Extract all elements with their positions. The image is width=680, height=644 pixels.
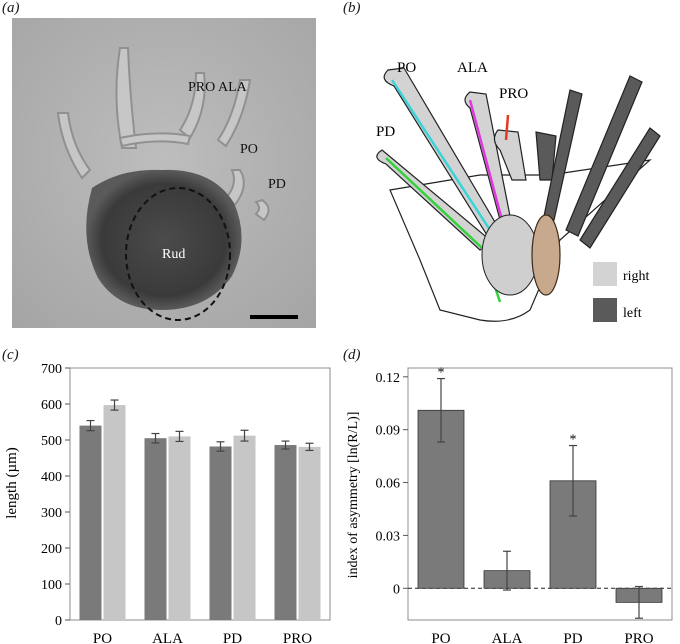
schematic-label-ala: ALA [457, 60, 488, 76]
chart-c-bar [209, 446, 232, 620]
chart-c-bar [298, 446, 321, 620]
rudiment-outline [125, 187, 231, 321]
chart-d-category-label: PD [563, 631, 582, 644]
chart-d-ytick-label: 0.12 [376, 371, 401, 386]
chart-c-bar [144, 438, 167, 620]
schematic-gut [481, 214, 539, 296]
chart-c-category-label: PD [223, 631, 242, 644]
panel-label-d: (d) [343, 347, 361, 363]
chart-d-ytick-label: 0.03 [376, 529, 401, 544]
panel-label-a: (a) [2, 0, 20, 16]
chart-c-ytick-label: 300 [41, 506, 62, 521]
rod-pro [504, 114, 510, 141]
chart-d-category-label: ALA [492, 631, 523, 644]
schematic-label-po: PO [397, 60, 416, 76]
chart-d-ytick-label: 0.09 [376, 424, 401, 439]
legend-label-right: right [623, 269, 650, 284]
panel-label-b: (b) [343, 0, 361, 16]
chart-c-category-label: PO [93, 631, 112, 644]
chart-c-ytick-label: 200 [41, 542, 62, 557]
chart-c-bar [274, 445, 297, 620]
schematic-arm-ala-left [543, 89, 583, 221]
schematic-arm-pd-left [579, 127, 661, 249]
photo-label-po: PO [240, 142, 258, 157]
chart-d-category-label: PO [431, 631, 450, 644]
chart-d-ytick-label: 0 [393, 582, 400, 597]
photo-label-pro-ala: PRO ALA [188, 80, 248, 95]
schematic-label-pro: PRO [499, 86, 528, 102]
chart-c-ytick-label: 100 [41, 578, 62, 593]
larval-arms [56, 47, 270, 222]
chart-d-ylabel: index of asymmetry [ln(R/L)] [346, 412, 361, 579]
chart-c-category-label: ALA [152, 631, 183, 644]
photo-label-rud: Rud [162, 247, 185, 262]
larval-body [86, 169, 242, 310]
schematic-arm-pro-right [493, 129, 527, 181]
schematic-label-pd: PD [376, 124, 395, 140]
chart-d-frame [407, 367, 673, 621]
chart-c-bar [233, 435, 256, 620]
chart-c-frame [69, 367, 331, 621]
chart-c-category-label: PRO [283, 631, 312, 644]
chart-c-ytick-label: 600 [41, 398, 62, 413]
chart-c-bar [168, 436, 191, 620]
asymmetry-chart: index of asymmetry [ln(R/L)] 0 0.03 0.06 0.… [346, 366, 673, 644]
chart-c-bar [103, 405, 126, 620]
legend-swatch-right [593, 262, 617, 286]
micrograph-photo: PRO ALA PO PD Rud [12, 18, 316, 328]
chart-c-ytick-label: 0 [55, 614, 62, 629]
panel-label-c: (c) [2, 347, 19, 363]
chart-c-ylabel: length (µm) [4, 447, 20, 519]
larva-schematic: PO ALA PRO PD right left [376, 60, 661, 322]
legend-swatch-left [593, 298, 617, 322]
chart-c-bar [79, 425, 102, 620]
chart-d-significance-marker: * [570, 433, 577, 448]
chart-d-significance-marker: * [438, 366, 445, 381]
chart-c-ytick-label: 700 [41, 362, 62, 377]
chart-c-ytick-label: 500 [41, 434, 62, 449]
legend-label-left: left [623, 306, 642, 321]
photo-label-pd: PD [268, 177, 286, 192]
scale-bar [250, 315, 298, 319]
chart-d-ytick-label: 0.06 [376, 477, 401, 492]
length-chart: length (µm) 0 100 200 300 400 500 600 700 PO ALA P… [4, 362, 331, 644]
chart-d-category-label: PRO [624, 631, 653, 644]
chart-c-ytick-label: 400 [41, 470, 62, 485]
schematic-rudiment [531, 214, 561, 296]
schematic-arm-po-left [565, 75, 643, 237]
